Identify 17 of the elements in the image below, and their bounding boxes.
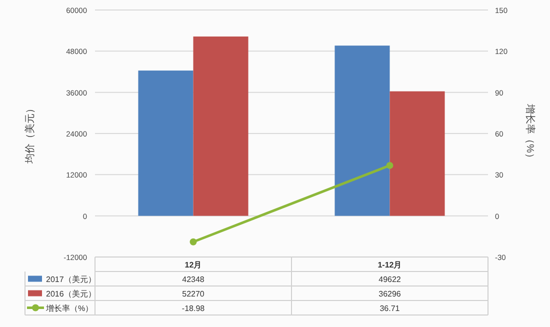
data-label: 36.71 [380,304,400,313]
data-label: 42348 [182,274,205,284]
bar [193,36,248,216]
data-label: -18.98 [182,304,206,313]
data-label: 36296 [378,289,402,298]
data-label: 49622 [378,274,402,284]
y-axis-title: 均价（美元） [24,104,36,164]
x-tick-label: 1-12月 [378,260,402,270]
legend-label: 2016（美元） [46,289,96,298]
bar [390,91,445,216]
y2-axis-title: 增长率（%） [524,103,536,163]
legend-label: 增长率（%） [45,304,94,313]
bar [138,70,194,216]
x-tick-label: 12月 [184,260,202,270]
legend-label: 2017（美元） [46,274,96,284]
data-label: 52270 [182,289,205,298]
bar [334,46,390,216]
